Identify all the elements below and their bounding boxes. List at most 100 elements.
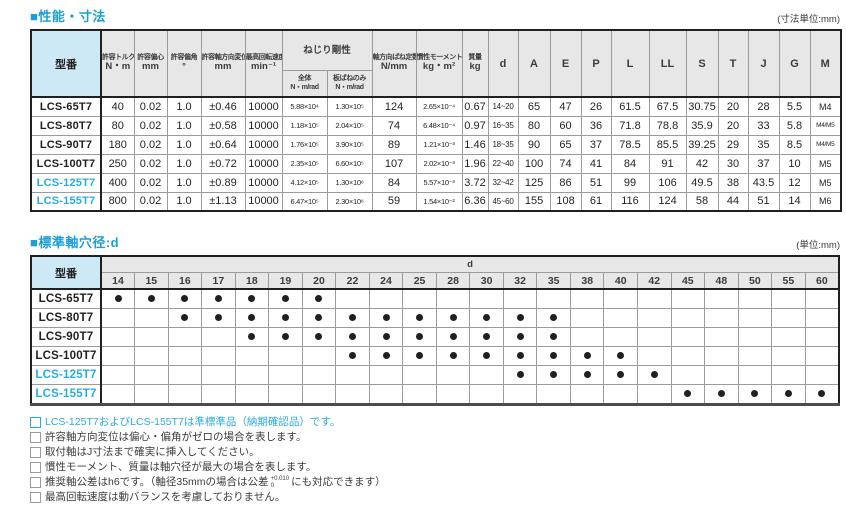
bore-cell [100,384,136,405]
performance-dimension-table: 型番 許容トルク N・m 許容偏心 mm 許容偏角 ° 許容軸方向変位 mm 最高回転速度 min⁻… [30,29,843,212]
bore-available-dot [382,314,390,322]
footnote: 取付軸はJ寸法まで確実に挿入してください。 [30,445,840,460]
bore-cell [502,288,538,309]
value-cell: 26 [580,96,612,117]
bore-cell [167,365,203,385]
bore-available-dot [684,390,692,398]
value-cell: 155 [517,191,551,212]
bore-cell [100,327,136,347]
dimension-column-header: M [809,29,842,98]
column-header-unit: kg・m² [422,61,456,73]
bore-cell [234,327,270,347]
bore-available-dot [214,295,222,303]
bore-cell [569,327,605,347]
bore-cell [670,327,706,347]
bore-cell [335,365,370,385]
value-cell: M5 [809,172,842,193]
value-cell: 33 [747,115,780,136]
table-row: LCS-100T7 [30,346,840,366]
bore-cell [569,365,605,385]
bore-available-dot [214,314,222,322]
bore-cell [637,365,672,385]
bore-available-dot [348,333,356,341]
bore-cell [771,327,806,347]
bore-available-dot [315,333,323,341]
bore-cell [536,384,571,405]
bore-available-dot [449,314,457,322]
bore-cell [670,346,706,366]
section-title-performance: ■性能・寸法 [30,9,106,24]
column-header-label: 許容偏角 [170,53,198,61]
footnote-text: LCS-125T7およびLCS-155T7は準標準品（納期確認品）です。 [45,416,341,428]
section-title-bore: ■標準軸穴径:d [30,235,120,250]
value-cell: 2.02×10⁻³ [415,153,463,174]
bore-cell [603,346,638,366]
value-cell: 0.02 [133,134,168,155]
bore-cell [268,346,303,366]
bore-cell [804,365,840,385]
value-cell: M5 [809,153,842,174]
value-cell: 2.65×10⁻⁴ [415,96,463,117]
bore-cell [469,308,504,328]
value-cell: 10000 [244,172,283,193]
bore-cell [435,346,471,366]
bore-cell [335,288,370,309]
value-cell: 47 [549,96,582,117]
bore-available-dot [181,295,189,303]
value-cell: 1.0 [166,153,202,174]
value-cell: ±0.72 [200,153,246,174]
model-cell: LCS-125T7 [30,172,102,193]
value-cell: 1.21×10⁻³ [415,134,463,155]
value-cell: 1.30×10⁶ [326,172,373,193]
bore-cell [737,346,773,366]
dimension-column-header: A [517,29,551,98]
bore-cell [167,384,203,405]
bore-cell [435,288,471,309]
value-cell: 2.30×10⁶ [326,191,373,212]
bore-cell [771,288,806,309]
bore-available-dot [382,333,390,341]
bore-available-dot [281,314,289,322]
bore-available-dot [248,333,256,341]
dimension-column-header: d [487,29,519,98]
bore-size-header: 19 [268,272,303,290]
value-cell: 60 [549,115,582,136]
value-cell: 2.35×10⁵ [281,153,328,174]
bore-available-dot [281,295,289,303]
bore-cell [704,365,739,385]
value-cell: 1.0 [166,134,202,155]
bore-cell [268,384,303,405]
column-header-label: 軸方向ばね定数 [372,53,417,61]
bore-available-dot [751,390,759,398]
value-cell: 116 [610,191,650,212]
footnote-text: 最高回転速度は動バランスを考慮しておりません。 [45,491,286,503]
value-cell: 84 [371,172,417,193]
model-cell: LCS-155T7 [30,191,102,212]
bore-cell [704,346,739,366]
value-cell: 124 [648,191,687,212]
model-cell: LCS-90T7 [30,134,102,155]
checkbox-icon [30,447,41,458]
bore-available-dot [449,333,457,341]
value-cell: 0.97 [461,115,489,136]
bore-available-dot [147,295,155,303]
column-header-label: 慣性モーメント [416,53,463,61]
value-cell: M4/M5 [809,134,842,155]
value-cell: 10000 [244,153,283,174]
value-cell: 78.5 [610,134,650,155]
bore-cell [134,308,169,328]
table-row: LCS-65T7 [30,288,840,309]
bore-cell [502,384,538,405]
bore-cell [234,365,270,385]
torsion-stiffness-group-header: ねじり剛性 [281,29,373,71]
dimension-column-header: G [778,29,811,98]
bore-diameter-group-header: d [100,255,840,273]
bore-cell [335,384,370,405]
table-row: LCS-80T7 [30,308,840,328]
column-header-label: 最高回転速度 [245,53,282,61]
bore-cell [637,384,672,405]
value-cell: 124 [371,96,417,117]
bore-available-dot [483,314,491,322]
value-cell: 35.9 [685,115,719,136]
value-cell: 85.5 [648,134,687,155]
